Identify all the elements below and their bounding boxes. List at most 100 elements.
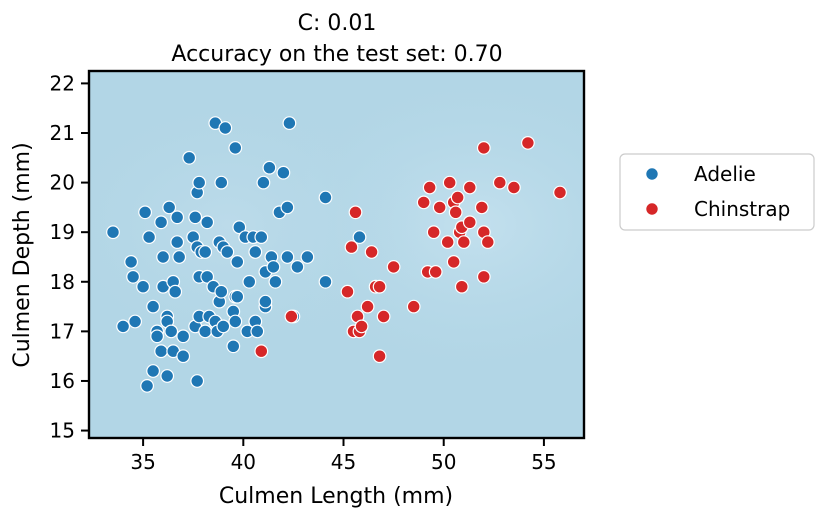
point-adelie <box>216 319 231 334</box>
point-adelie <box>258 294 273 309</box>
point-adelie <box>154 215 169 230</box>
x-tick-label: 35 <box>130 450 155 474</box>
point-chinstrap <box>422 180 437 195</box>
point-adelie <box>142 230 157 245</box>
point-adelie <box>230 254 245 269</box>
y-tick-label: 18 <box>50 270 75 294</box>
point-chinstrap <box>340 284 355 299</box>
point-chinstrap <box>386 260 401 274</box>
point-adelie <box>164 324 179 339</box>
point-adelie <box>198 324 213 339</box>
point-chinstrap <box>416 195 431 210</box>
point-chinstrap <box>454 279 469 294</box>
x-tick-label: 50 <box>431 450 456 474</box>
y-tick-label: 19 <box>50 220 75 244</box>
point-adelie <box>318 190 333 205</box>
point-chinstrap <box>354 319 369 334</box>
point-adelie <box>176 329 191 344</box>
point-adelie <box>248 245 263 259</box>
point-chinstrap <box>364 245 379 259</box>
y-tick-label: 20 <box>50 171 75 195</box>
x-axis: 35 40 45 50 55 <box>130 438 557 474</box>
point-adelie <box>162 200 177 215</box>
point-adelie <box>128 314 143 329</box>
point-adelie <box>150 329 165 344</box>
point-adelie <box>300 250 315 264</box>
y-tick-label: 15 <box>50 419 75 443</box>
point-adelie <box>124 254 139 269</box>
point-chinstrap <box>440 235 455 250</box>
point-chinstrap <box>360 299 375 314</box>
point-adelie <box>266 260 281 274</box>
point-chinstrap <box>426 225 441 240</box>
point-chinstrap <box>372 349 387 364</box>
point-adelie <box>318 274 333 289</box>
legend-label-adelie: Adelie <box>694 162 756 186</box>
point-chinstrap <box>428 265 443 279</box>
plot-area <box>87 69 586 440</box>
point-adelie <box>242 274 257 289</box>
point-adelie <box>218 121 233 135</box>
point-adelie <box>262 160 277 175</box>
point-adelie <box>228 140 243 155</box>
point-chinstrap <box>442 175 457 190</box>
point-adelie <box>168 284 183 299</box>
point-chinstrap <box>344 240 359 255</box>
point-adelie <box>254 230 269 245</box>
legend-frame <box>619 153 815 231</box>
y-tick-label: 22 <box>50 71 75 95</box>
point-adelie <box>232 220 247 235</box>
x-tick-label: 40 <box>231 450 256 474</box>
point-chinstrap <box>372 279 387 294</box>
point-chinstrap <box>432 200 447 215</box>
y-axis: 15 16 17 18 19 20 21 22 <box>50 71 89 443</box>
point-adelie <box>280 250 295 264</box>
points-layer <box>106 116 567 393</box>
point-adelie <box>192 175 207 190</box>
point-adelie <box>190 374 205 388</box>
legend-marker-adelie <box>645 167 659 181</box>
point-adelie <box>136 279 151 294</box>
point-adelie <box>214 284 229 299</box>
point-adelie <box>352 230 367 245</box>
point-chinstrap <box>462 180 477 195</box>
point-adelie <box>282 116 297 130</box>
point-adelie <box>146 364 161 378</box>
legend-items: Adelie Chinstrap <box>645 162 790 221</box>
legend: Adelie Chinstrap <box>619 153 815 231</box>
point-adelie <box>228 314 243 329</box>
x-axis-label: Culmen Length (mm) <box>219 484 453 509</box>
point-adelie <box>220 245 235 259</box>
point-chinstrap <box>507 180 521 195</box>
point-adelie <box>182 150 197 165</box>
point-adelie <box>198 245 213 259</box>
point-adelie <box>138 205 153 220</box>
point-adelie <box>154 344 169 359</box>
point-chinstrap <box>406 299 421 314</box>
point-adelie <box>276 165 291 180</box>
point-chinstrap <box>254 344 269 359</box>
point-chinstrap <box>492 175 507 190</box>
point-adelie <box>160 369 175 383</box>
point-chinstrap <box>448 205 463 220</box>
point-chinstrap <box>553 185 567 200</box>
x-tick-label: 45 <box>331 450 356 474</box>
point-adelie <box>176 349 191 364</box>
point-chinstrap <box>450 190 465 205</box>
chart-subtitle: Accuracy on the test set: 0.70 <box>171 42 502 67</box>
point-adelie <box>290 260 305 274</box>
point-adelie <box>156 250 171 264</box>
y-axis-label: Culmen Depth (mm) <box>10 142 35 367</box>
point-adelie <box>146 299 161 314</box>
legend-label-chinstrap: Chinstrap <box>694 197 790 221</box>
legend-marker-chinstrap <box>645 202 659 216</box>
point-chinstrap <box>462 215 477 230</box>
point-chinstrap <box>446 254 461 269</box>
point-adelie <box>256 175 271 190</box>
point-adelie <box>200 269 215 284</box>
y-tick-label: 16 <box>50 369 75 393</box>
point-chinstrap <box>456 235 471 250</box>
y-tick-label: 21 <box>50 121 75 145</box>
point-chinstrap <box>284 309 299 324</box>
